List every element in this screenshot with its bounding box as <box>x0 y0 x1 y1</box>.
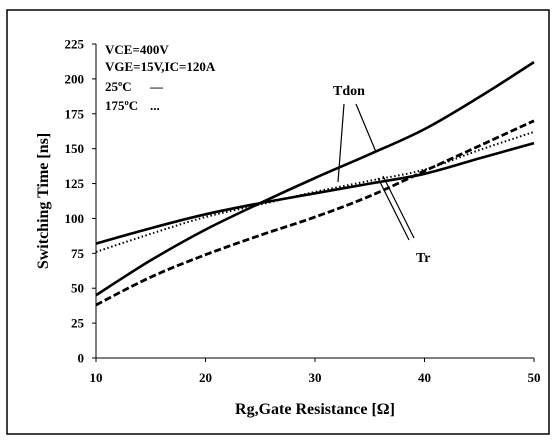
annotation-tdon: Tdon <box>333 84 365 99</box>
x-tick-label: 10 <box>90 370 103 385</box>
y-tick-label: 225 <box>65 37 85 52</box>
y-tick-label: 25 <box>71 316 85 331</box>
condition-vce: VCE=400V <box>105 42 169 57</box>
y-tick-label: 125 <box>65 176 85 191</box>
y-axis-title: Switching Time [ns] <box>35 133 52 269</box>
y-tick-label: 200 <box>65 71 85 86</box>
legend-25c-marker: — <box>149 79 164 94</box>
condition-vge-ic: VGE=15V,IC=120A <box>105 59 216 74</box>
y-tick-label: 50 <box>71 281 84 296</box>
y-tick-label: 150 <box>65 141 85 156</box>
figure-border <box>6 9 550 435</box>
y-tick-label: 100 <box>65 211 85 226</box>
series-line-solid-steep <box>95 61 535 297</box>
legend-175c-marker: ... <box>150 98 160 113</box>
x-tick-label: 40 <box>418 370 431 385</box>
series-layer <box>95 61 535 307</box>
y-tick-label: 175 <box>65 106 85 121</box>
tdon-leader-to-solid <box>355 103 377 153</box>
y-tick-label: 0 <box>78 351 85 366</box>
x-tick-marks: 10 20 30 40 50 <box>90 358 541 385</box>
tr-leader-to-dotted <box>377 177 410 241</box>
x-tick-label: 30 <box>309 370 322 385</box>
annotation-tr: Tr <box>416 251 431 266</box>
tr-leader-to-solid <box>382 175 415 239</box>
series-line-solid-flat <box>95 141 535 245</box>
x-tick-label: 20 <box>199 370 212 385</box>
series-line-dotted <box>95 130 535 253</box>
x-axis-title: Rg,Gate Resistance [Ω] <box>235 401 395 418</box>
x-tick-label: 50 <box>528 370 541 385</box>
y-tick-label: 75 <box>71 246 85 261</box>
legend-25c-label: 25ºC <box>105 79 132 94</box>
tdon-leader-to-dashed <box>337 103 345 183</box>
series-line-dashed <box>95 119 535 307</box>
y-tick-marks: 0 25 50 75 100 125 150 175 200 225 <box>65 37 96 366</box>
legend-175c-label: 175ºC <box>105 98 138 113</box>
